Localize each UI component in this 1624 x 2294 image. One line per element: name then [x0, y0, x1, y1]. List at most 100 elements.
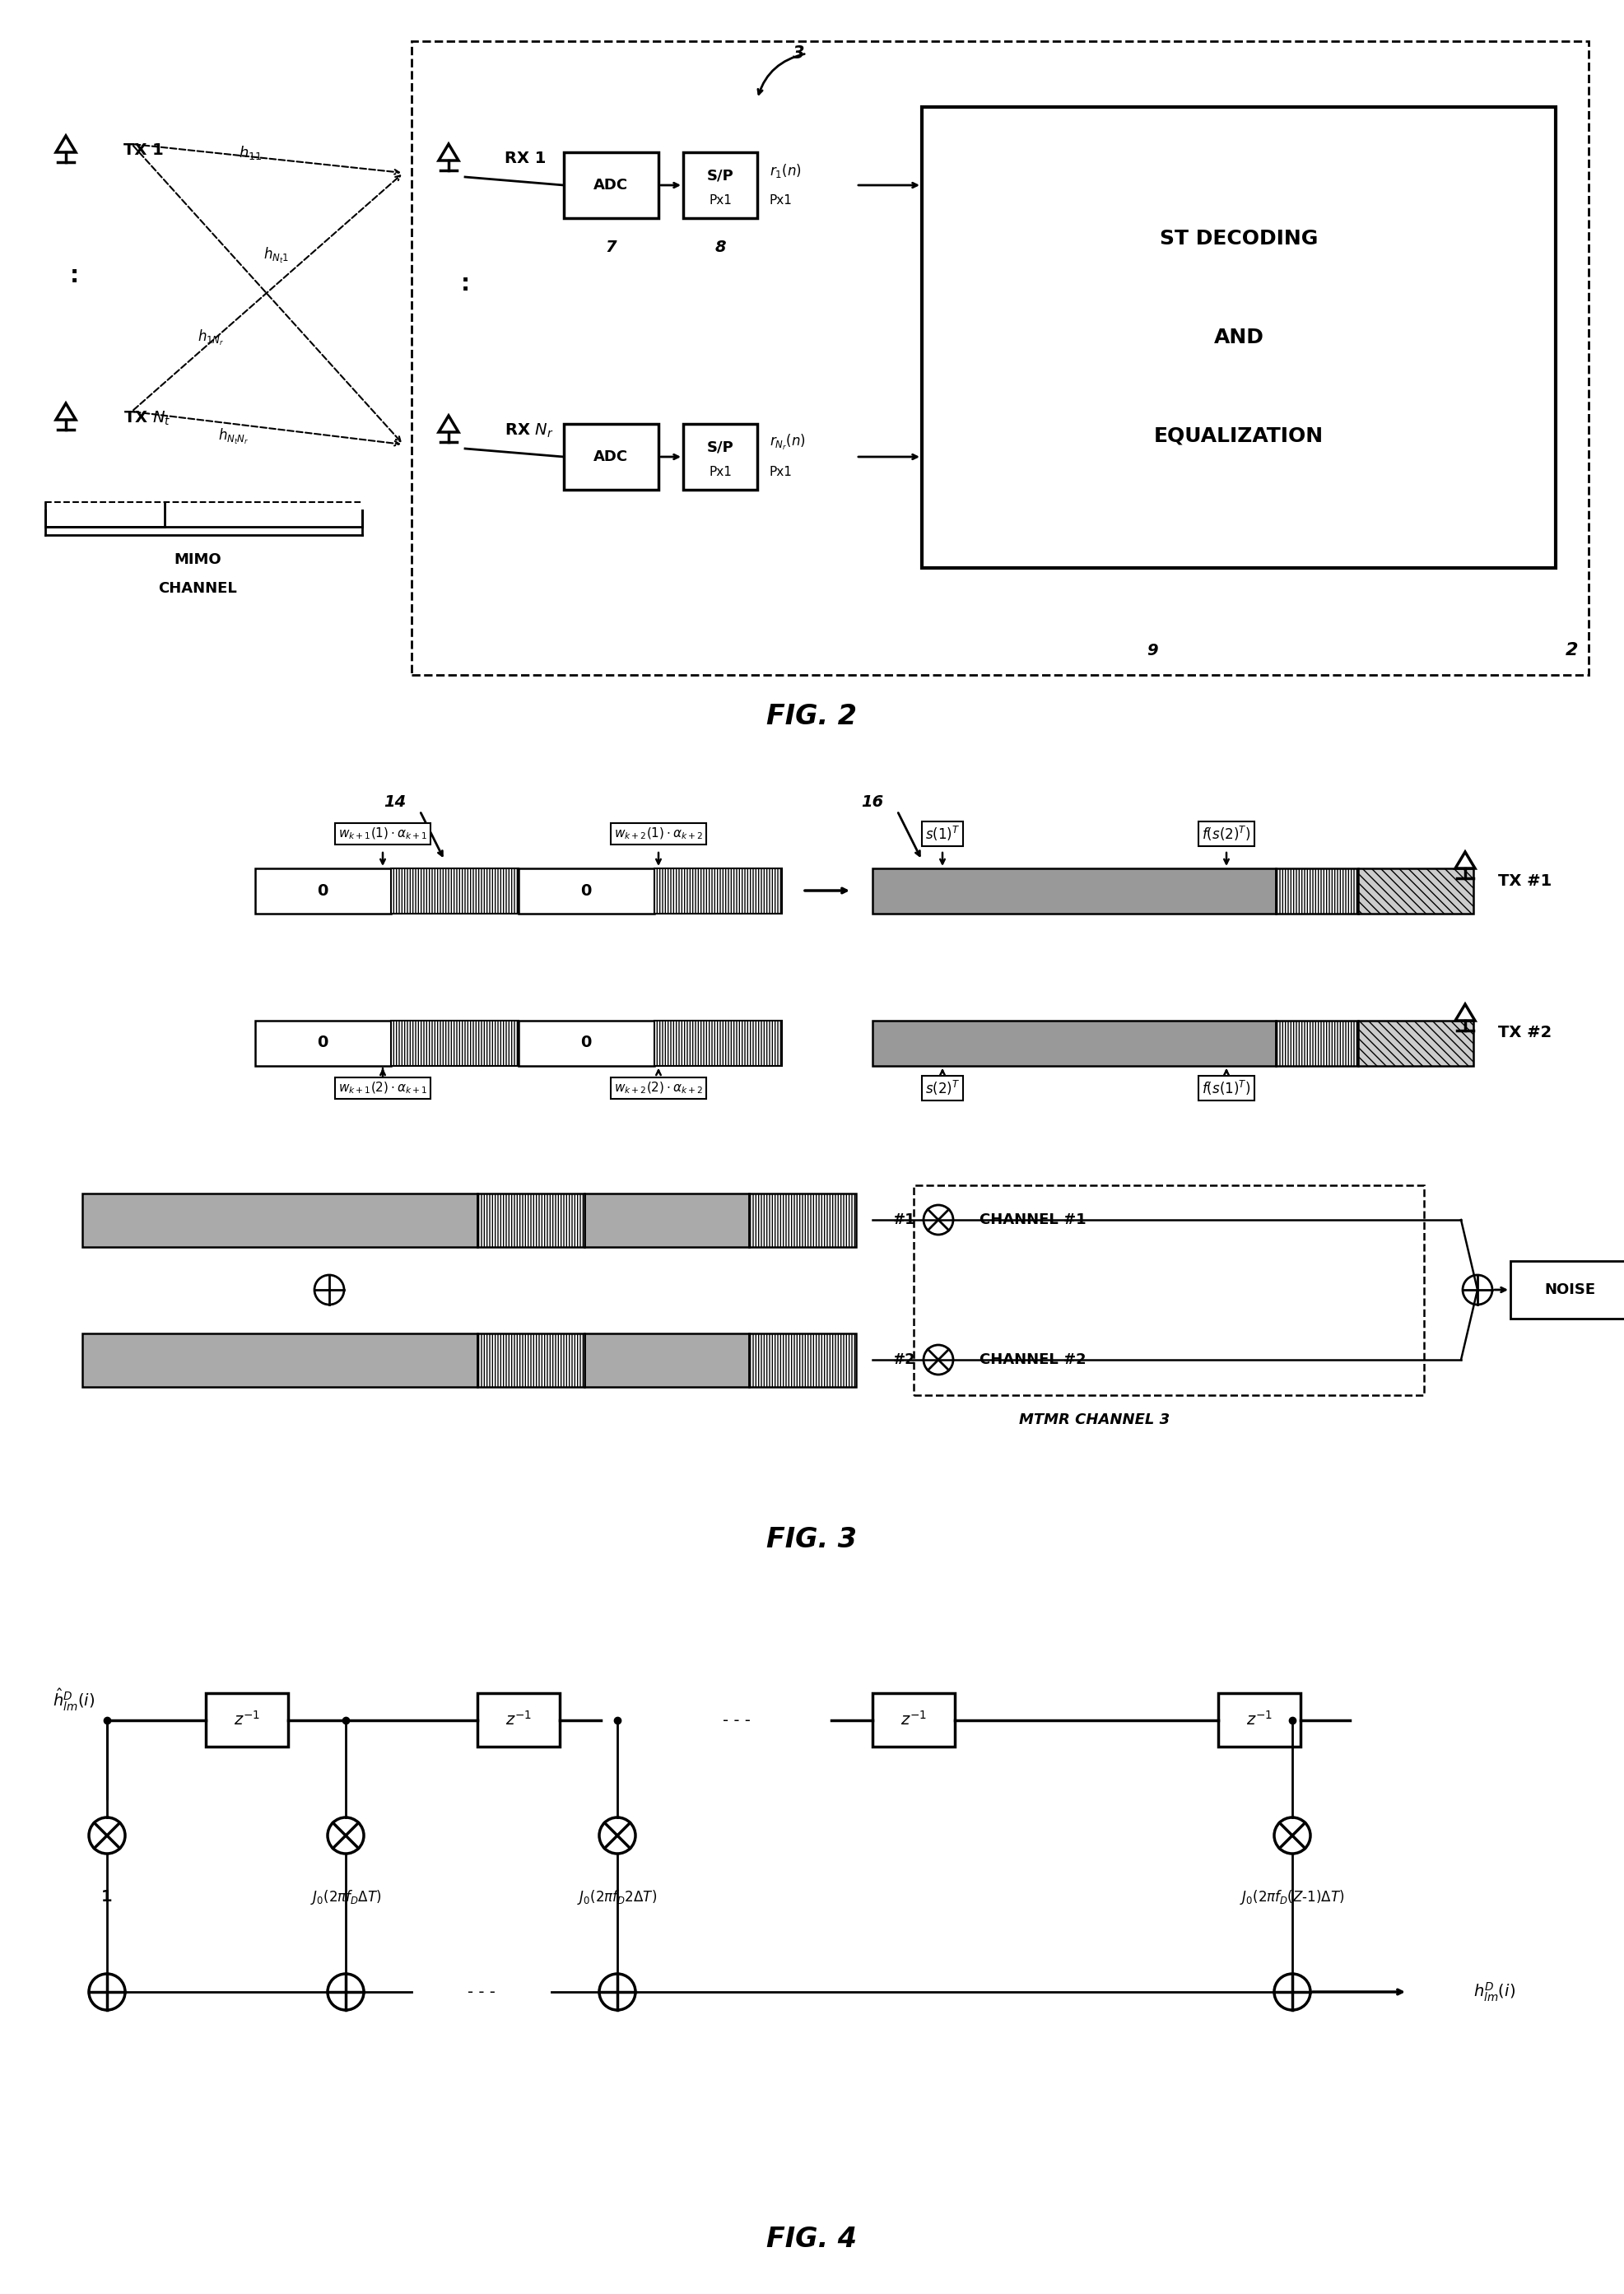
Bar	[585, 1333, 749, 1388]
Text: TX $N_t$: TX $N_t$	[123, 408, 171, 427]
Text: 8: 8	[715, 239, 726, 255]
Bar	[1276, 1021, 1358, 1067]
Bar	[477, 1193, 585, 1248]
Text: S/P: S/P	[706, 440, 734, 454]
Bar	[477, 1693, 560, 1746]
Bar	[872, 1693, 955, 1746]
Text: :: :	[461, 273, 469, 296]
Text: MTMR CHANNEL 3: MTMR CHANNEL 3	[1020, 1413, 1171, 1427]
Bar	[654, 869, 783, 913]
Text: FIG. 2: FIG. 2	[767, 702, 857, 729]
Text: $f(s(1)^T)$: $f(s(1)^T)$	[1202, 1078, 1250, 1097]
Bar	[1358, 1021, 1473, 1067]
Text: $h_{11}$: $h_{11}$	[239, 145, 261, 161]
Text: $r_{N_r}(n)$: $r_{N_r}(n)$	[770, 434, 806, 452]
Text: ADC: ADC	[593, 450, 628, 463]
Text: $z^{-1}$: $z^{-1}$	[900, 1711, 927, 1727]
Text: $s(2)^T$: $s(2)^T$	[926, 1078, 960, 1097]
Text: RX 1: RX 1	[505, 151, 546, 167]
Text: 7: 7	[606, 239, 617, 255]
Bar	[83, 1333, 477, 1388]
Text: 0: 0	[317, 883, 328, 899]
Text: $h_{N_t1}$: $h_{N_t1}$	[263, 245, 289, 264]
Text: :: :	[70, 264, 78, 287]
Text: CHANNEL: CHANNEL	[158, 580, 237, 596]
Text: CHANNEL #1: CHANNEL #1	[979, 1214, 1086, 1227]
Text: #2: #2	[893, 1353, 916, 1367]
Text: $z^{-1}$: $z^{-1}$	[234, 1711, 260, 1727]
Text: 0: 0	[580, 1035, 591, 1051]
Bar	[518, 1021, 654, 1067]
Text: Px1: Px1	[770, 193, 793, 206]
Bar	[411, 41, 1588, 674]
Bar	[684, 424, 757, 489]
Text: $s(1)^T$: $s(1)^T$	[926, 826, 960, 842]
Text: ADC: ADC	[593, 179, 628, 193]
Text: 3: 3	[793, 46, 804, 62]
Text: Px1: Px1	[770, 466, 793, 477]
Bar	[477, 1333, 585, 1388]
Bar	[255, 869, 391, 913]
Bar	[922, 108, 1556, 569]
Bar	[1276, 869, 1358, 913]
Text: MIMO: MIMO	[174, 553, 221, 567]
Text: FIG. 4: FIG. 4	[767, 2225, 857, 2253]
Text: RX $N_r$: RX $N_r$	[505, 422, 554, 438]
Bar	[206, 1693, 287, 1746]
Text: 9: 9	[1147, 642, 1158, 658]
Bar	[872, 1021, 1276, 1067]
Text: $z^{-1}$: $z^{-1}$	[505, 1711, 531, 1727]
Text: - - -: - - -	[723, 1714, 750, 1727]
Text: NOISE: NOISE	[1544, 1282, 1595, 1296]
Text: 0: 0	[580, 883, 591, 899]
Text: FIG. 3: FIG. 3	[767, 1526, 857, 1553]
Bar	[564, 424, 658, 489]
Bar	[1510, 1262, 1624, 1319]
Text: $\hat{h}_{lm}^D(i)$: $\hat{h}_{lm}^D(i)$	[54, 1686, 96, 1714]
Text: Px1: Px1	[708, 193, 732, 206]
Text: EQUALIZATION: EQUALIZATION	[1155, 427, 1324, 445]
Text: 0: 0	[317, 1035, 328, 1051]
Bar	[391, 869, 518, 913]
Bar	[654, 1021, 783, 1067]
Text: 2: 2	[1566, 642, 1579, 658]
Bar	[564, 151, 658, 218]
Bar	[914, 1186, 1424, 1395]
Text: Px1: Px1	[708, 466, 732, 477]
Text: S/P: S/P	[706, 167, 734, 184]
Bar	[585, 1193, 749, 1248]
Text: $w_{k+1}(2)\cdot\alpha_{k+1}$: $w_{k+1}(2)\cdot\alpha_{k+1}$	[338, 1080, 427, 1097]
Text: $J_0(2\pi f_D\Delta T)$: $J_0(2\pi f_D\Delta T)$	[310, 1888, 382, 1906]
Bar	[1358, 869, 1473, 913]
Text: $h_{1N_r}$: $h_{1N_r}$	[198, 328, 224, 346]
Text: $w_{k+1}(1)\cdot\alpha_{k+1}$: $w_{k+1}(1)\cdot\alpha_{k+1}$	[338, 826, 427, 842]
Text: $w_{k+2}(2)\cdot\alpha_{k+2}$: $w_{k+2}(2)\cdot\alpha_{k+2}$	[614, 1080, 703, 1097]
Bar	[83, 1193, 477, 1248]
Text: 1: 1	[101, 1890, 112, 1904]
Text: ST DECODING: ST DECODING	[1160, 229, 1319, 248]
Bar	[255, 1021, 391, 1067]
Text: $z^{-1}$: $z^{-1}$	[1246, 1711, 1273, 1727]
Bar	[872, 869, 1276, 913]
Text: $h_{N_tN_r}$: $h_{N_tN_r}$	[218, 427, 248, 445]
Text: 14: 14	[383, 794, 406, 810]
Text: CHANNEL #2: CHANNEL #2	[979, 1353, 1086, 1367]
Text: 16: 16	[861, 794, 883, 810]
Bar	[684, 151, 757, 218]
Text: TX 1: TX 1	[123, 142, 164, 158]
Text: $f(s(2)^T)$: $f(s(2)^T)$	[1202, 826, 1250, 842]
Text: TX #2: TX #2	[1497, 1025, 1553, 1041]
Text: AND: AND	[1213, 328, 1263, 346]
Text: $r_1(n)$: $r_1(n)$	[770, 163, 802, 179]
Text: $J_0(2\pi f_D 2\Delta T)$: $J_0(2\pi f_D 2\Delta T)$	[578, 1888, 658, 1906]
Bar	[391, 1021, 518, 1067]
Bar	[749, 1333, 856, 1388]
Text: TX #1: TX #1	[1497, 874, 1553, 888]
Text: $J_0(2\pi f_D(Z\text{-}1)\Delta T)$: $J_0(2\pi f_D(Z\text{-}1)\Delta T)$	[1239, 1888, 1345, 1906]
Bar	[1218, 1693, 1301, 1746]
Text: $h_{lm}^D(i)$: $h_{lm}^D(i)$	[1473, 1980, 1515, 2003]
Bar	[518, 869, 654, 913]
Text: #1: #1	[893, 1214, 916, 1227]
Text: $w_{k+2}(1)\cdot\alpha_{k+2}$: $w_{k+2}(1)\cdot\alpha_{k+2}$	[614, 826, 703, 842]
Bar	[749, 1193, 856, 1248]
